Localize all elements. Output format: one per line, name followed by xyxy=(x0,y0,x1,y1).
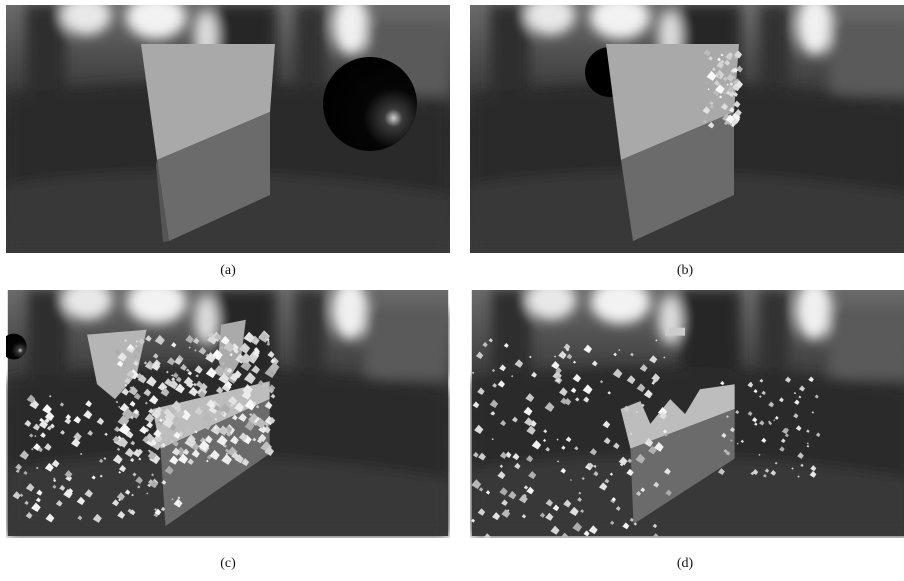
sphere xyxy=(323,57,417,151)
panel-image xyxy=(470,5,904,253)
panel-image xyxy=(6,5,450,253)
fragment xyxy=(665,328,685,336)
caption: (b) xyxy=(463,263,904,279)
caption: (c) xyxy=(6,556,450,572)
panel-image xyxy=(470,290,904,538)
page: (a) (b) (c) (d) (() => { const data = JS… xyxy=(0,0,904,581)
caption: (a) xyxy=(6,263,450,279)
caption: (d) xyxy=(463,556,904,572)
panel-image xyxy=(6,290,450,538)
